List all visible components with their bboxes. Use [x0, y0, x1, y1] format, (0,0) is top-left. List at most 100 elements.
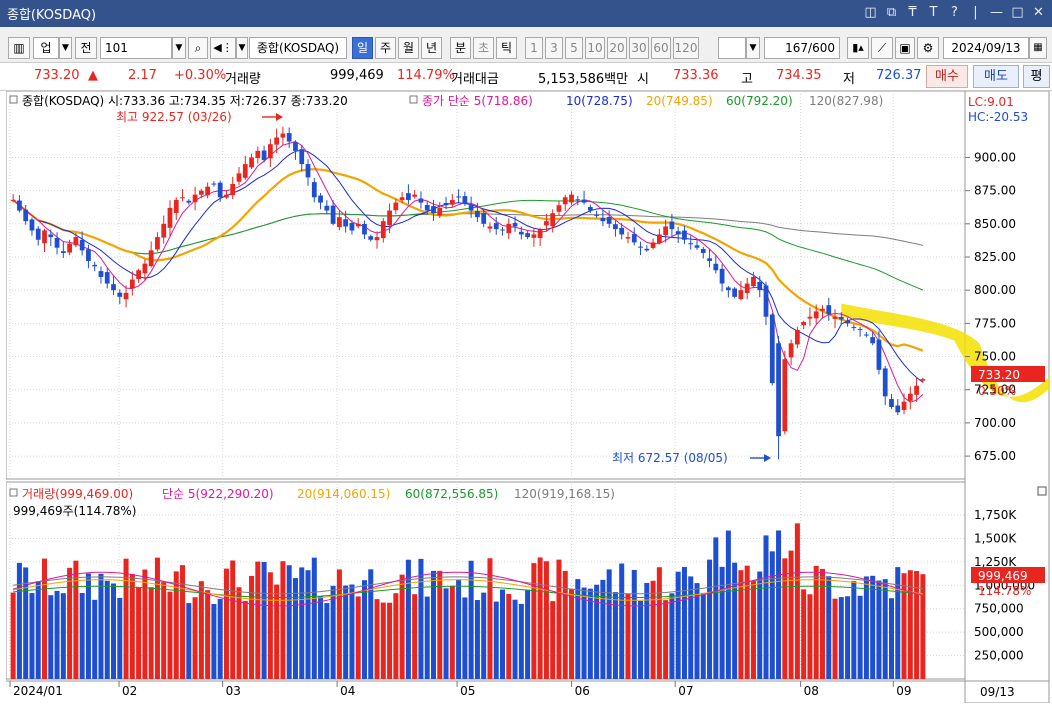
period-tick[interactable]: 틱 — [496, 37, 517, 59]
volume-bar — [769, 551, 775, 679]
search-icon[interactable]: ⌕ — [188, 37, 208, 59]
volume-bar — [782, 558, 788, 679]
eval-button[interactable]: 평 — [1023, 65, 1050, 88]
volume-bar — [757, 571, 763, 679]
candle-body — [431, 206, 436, 214]
candle-body — [581, 199, 587, 203]
interval-3[interactable]: 3 — [545, 37, 563, 59]
candle-body — [587, 207, 593, 211]
period-week[interactable]: 주 — [375, 37, 396, 59]
code-dropdown-icon[interactable]: ▼ — [172, 37, 186, 59]
current-price: 733.20 — [34, 68, 80, 83]
interval-1[interactable]: 1 — [525, 37, 543, 59]
volume-pane-toggle-icon[interactable] — [9, 488, 18, 497]
candle-type-icon[interactable]: ▮▴ — [847, 37, 869, 59]
chart-area[interactable]: 900.00 875.00 850.00 825.00 800.00 775.00 750.… — [5, 90, 1052, 704]
volume-bar — [374, 599, 380, 679]
ma10-legend: 10(728.75) — [566, 94, 633, 108]
amount-label: 거래대금 — [451, 72, 499, 87]
candle-body — [104, 272, 110, 284]
interval-10[interactable]: 10 — [585, 37, 605, 59]
volume-bar — [368, 569, 374, 679]
interval-dropdown-icon[interactable]: ▼ — [746, 37, 760, 59]
volume-y-ticks: 1,750K1,500K1,250K1,000,000750,000500,00… — [974, 508, 1035, 663]
interval-120[interactable]: 120 — [673, 37, 699, 59]
line-type-icon[interactable]: ⟋ — [871, 37, 893, 59]
code-input[interactable]: 101 — [100, 37, 172, 59]
interval-60[interactable]: 60 — [651, 37, 671, 59]
volume-bar — [506, 593, 512, 679]
candle-body — [707, 258, 712, 261]
interval-30[interactable]: 30 — [629, 37, 649, 59]
stock-chart[interactable]: 900.00 875.00 850.00 825.00 800.00 775.00 750.… — [5, 90, 1052, 704]
volume-ma60-legend: 60(872,556.85) — [405, 487, 498, 501]
period-month[interactable]: 월 — [398, 37, 419, 59]
pin-icon[interactable]: ₸ — [908, 5, 917, 20]
ma-toggle-icon[interactable] — [409, 95, 418, 104]
volume-bar — [895, 567, 901, 679]
market-dropdown-icon[interactable]: ▼ — [59, 37, 72, 59]
candle-body — [424, 204, 430, 211]
volume-bar — [543, 561, 549, 679]
layout-icon[interactable]: ◫ — [864, 5, 877, 20]
save-icon[interactable]: ▣ — [895, 37, 915, 59]
volume-bar — [594, 584, 600, 679]
name-input[interactable]: 종합(KOSDAQ) — [249, 37, 347, 59]
menu-icon[interactable]: ▥ — [8, 37, 30, 59]
candle-body — [725, 287, 731, 291]
candle-body — [205, 186, 211, 196]
volume-bar — [537, 557, 543, 679]
volume-bar — [437, 570, 443, 679]
close-icon[interactable]: ✕ — [1033, 5, 1044, 20]
pane-toggle-icon[interactable] — [9, 95, 18, 104]
prev-button[interactable]: 전 — [75, 37, 97, 59]
date-input[interactable]: 2024/09/13 — [943, 37, 1029, 59]
sell-button[interactable]: 매도 — [973, 65, 1019, 88]
volume-value: 999,469 — [330, 68, 384, 83]
period-year[interactable]: 년 — [421, 37, 442, 59]
interval-5[interactable]: 5 — [565, 37, 583, 59]
volume-bar — [581, 587, 587, 679]
volume-bar — [700, 592, 706, 679]
gear-icon[interactable]: ⚙ — [917, 37, 939, 59]
count-value[interactable]: 167 — [785, 41, 809, 55]
volume-current: 999,469주(114.78%) — [13, 504, 136, 518]
volume-bar — [85, 573, 91, 679]
sound-dropdown-icon[interactable]: ▼ — [236, 37, 248, 59]
font-icon[interactable]: T — [929, 5, 938, 20]
period-minute[interactable]: 분 — [450, 37, 471, 59]
interval-20[interactable]: 20 — [607, 37, 627, 59]
interval-custom-input[interactable] — [718, 37, 746, 59]
maximize-icon[interactable]: □ — [1011, 5, 1024, 20]
volume-bar — [468, 560, 474, 679]
help-icon[interactable]: ? — [951, 5, 958, 20]
volume-bar — [73, 560, 79, 679]
volume-bar — [612, 592, 618, 679]
candle-body — [801, 322, 807, 326]
candle-body — [901, 401, 907, 411]
candle-body — [613, 224, 618, 230]
count-input[interactable]: 167/600 — [764, 37, 840, 59]
candle-body — [286, 133, 292, 142]
candle-body — [682, 230, 687, 240]
period-second[interactable]: 초 — [473, 37, 494, 59]
buy-button[interactable]: 매수 — [926, 65, 968, 88]
volume-bar — [242, 600, 248, 679]
calendar-icon[interactable]: ▦ — [1029, 37, 1047, 59]
volume-bar — [261, 561, 267, 679]
candle-body — [86, 249, 91, 261]
volume-bar — [205, 590, 211, 679]
volume-bar — [525, 589, 531, 679]
candle-body — [60, 251, 66, 254]
link-window-icon[interactable]: ⧉ — [886, 5, 897, 20]
minimize-icon[interactable]: — — [990, 5, 1003, 20]
volume-pane-maximize-icon[interactable] — [1037, 486, 1047, 496]
volume-ma5-legend: 단순 5(922,290.20) — [162, 487, 274, 501]
highlight-region — [841, 303, 1052, 403]
volume-bar — [98, 573, 104, 679]
candle-body — [487, 226, 493, 229]
market-select[interactable]: 업 — [33, 37, 59, 59]
period-day[interactable]: 일 — [352, 37, 373, 59]
sound-icon[interactable]: ◀⋮ — [210, 37, 236, 59]
price-tick-label: 725.00 — [974, 383, 1016, 397]
